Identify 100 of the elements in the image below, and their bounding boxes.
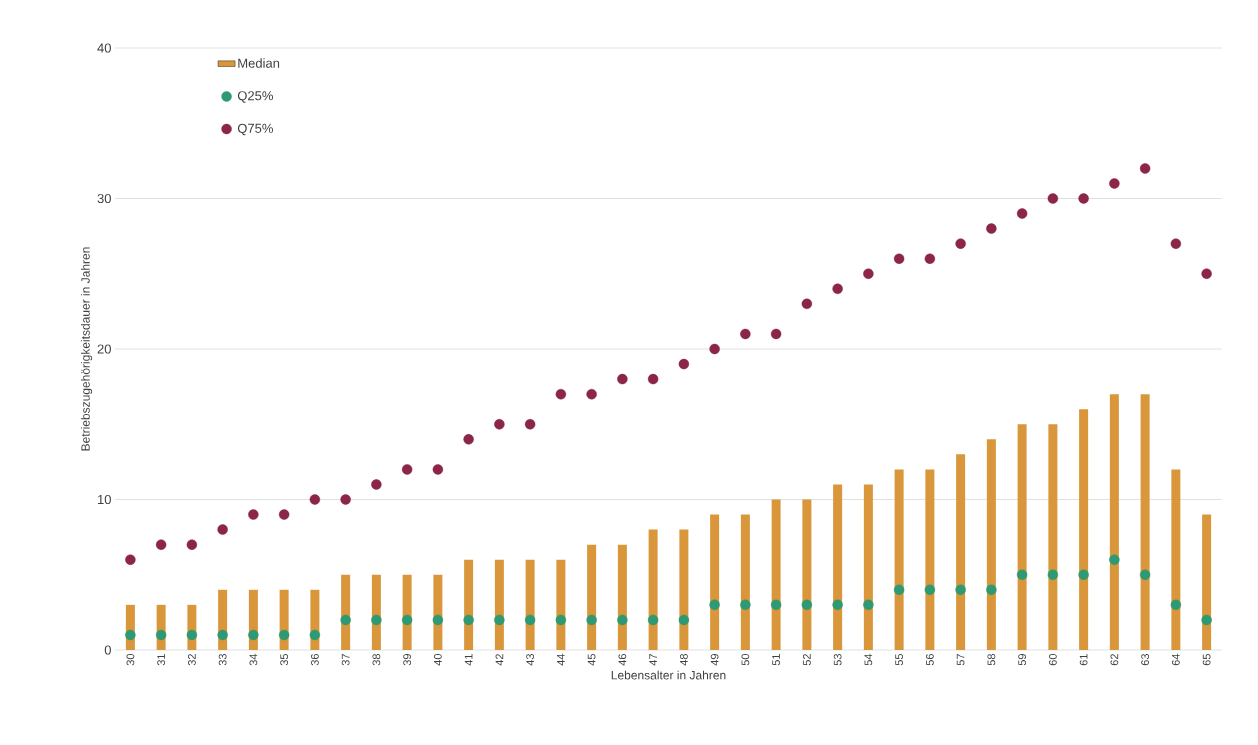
point — [832, 283, 843, 294]
x-tick-label: 40 — [433, 653, 442, 666]
x-tick-label: 38 — [372, 654, 381, 666]
x-tick-label: 65 — [1202, 654, 1211, 666]
x-tick-label: 48 — [679, 654, 688, 666]
x-tick-label: 56 — [925, 654, 934, 666]
point — [494, 614, 505, 626]
x-axis-title: Lebensalter in Jahren — [611, 670, 726, 680]
point — [401, 614, 413, 626]
point — [555, 388, 567, 400]
point — [986, 223, 997, 234]
x-tick-label: 50 — [741, 653, 750, 666]
x-tick-label: 33 — [218, 654, 227, 666]
point — [432, 614, 444, 626]
point — [155, 629, 167, 641]
bar — [894, 469, 904, 650]
x-tick-label: 59 — [1018, 654, 1027, 666]
point — [217, 629, 228, 641]
x-tick-label: 43 — [526, 654, 535, 666]
point — [463, 614, 474, 626]
point — [617, 373, 628, 385]
x-tick-label: 53 — [833, 654, 842, 666]
point — [1016, 569, 1028, 580]
point — [248, 509, 259, 520]
bar — [833, 484, 843, 650]
point — [647, 614, 659, 626]
point — [309, 629, 321, 641]
x-tick-label: 45 — [587, 654, 596, 666]
point — [678, 614, 690, 626]
point — [371, 614, 382, 626]
point — [740, 328, 751, 340]
point — [924, 584, 936, 595]
point — [309, 494, 321, 505]
point — [217, 524, 228, 535]
bar — [771, 499, 781, 650]
point — [863, 268, 874, 279]
bar — [925, 469, 935, 650]
bar — [1109, 394, 1119, 650]
x-tick-label: 60 — [1048, 653, 1057, 666]
x-tick-label: 35 — [280, 654, 289, 666]
point — [340, 614, 351, 626]
point — [1047, 193, 1059, 204]
y-tick-label: 10 — [98, 494, 111, 505]
point — [770, 599, 782, 611]
bar — [1048, 424, 1058, 650]
point — [955, 238, 966, 249]
point — [1201, 268, 1212, 279]
point — [893, 253, 905, 264]
point — [1170, 238, 1182, 249]
point — [740, 599, 751, 611]
x-tick-label: 39 — [403, 654, 412, 666]
point — [1078, 569, 1089, 580]
y-tick-label: 30 — [97, 193, 111, 204]
legend-label: Q75% — [237, 123, 273, 136]
point — [801, 599, 813, 611]
x-tick-label: 58 — [987, 654, 996, 666]
x-tick-label: 63 — [1141, 654, 1150, 666]
point — [709, 599, 720, 611]
point — [155, 539, 167, 550]
point — [1047, 569, 1059, 580]
bar — [1079, 409, 1089, 650]
y-tick-label: 20 — [97, 344, 111, 354]
x-tick-label: 54 — [864, 653, 873, 666]
bar — [648, 529, 658, 650]
point — [340, 494, 351, 505]
point — [617, 614, 628, 626]
x-tick-label: 49 — [710, 654, 719, 666]
point — [401, 464, 413, 475]
legend-label: Q25% — [237, 91, 273, 103]
point — [524, 614, 536, 626]
x-tick-label: 47 — [649, 654, 657, 666]
bar — [956, 454, 966, 650]
bar — [1171, 469, 1181, 650]
point — [647, 373, 659, 385]
y-axis-title: Betriebszugehörigkeitsdauer in Jahren — [80, 247, 93, 451]
point — [924, 253, 936, 264]
x-tick-label: 62 — [1110, 654, 1119, 666]
bar — [740, 514, 750, 650]
point — [832, 599, 843, 611]
y-tick-label: 40 — [97, 43, 111, 53]
point — [248, 629, 259, 641]
point — [678, 358, 690, 370]
bar — [679, 529, 689, 650]
point — [278, 629, 290, 641]
point — [770, 328, 782, 340]
point — [463, 434, 474, 445]
x-tick-label: 31 — [157, 654, 166, 666]
x-tick-label: 44 — [557, 653, 565, 666]
y-tick-label: 0 — [104, 645, 111, 655]
x-tick-label: 61 — [1079, 654, 1088, 666]
bar — [802, 499, 812, 650]
x-tick-label: 34 — [249, 653, 258, 666]
point — [986, 584, 997, 595]
point — [125, 554, 136, 565]
point — [1139, 163, 1151, 174]
point — [1109, 554, 1120, 565]
point — [1109, 178, 1120, 189]
bar — [1140, 394, 1150, 650]
point — [1016, 208, 1028, 219]
point — [371, 479, 382, 490]
